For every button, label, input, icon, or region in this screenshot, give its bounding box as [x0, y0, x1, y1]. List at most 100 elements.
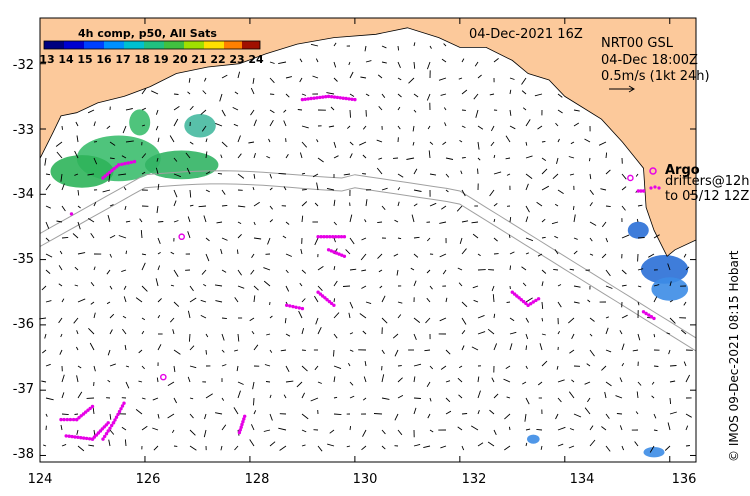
current-vector — [504, 413, 511, 420]
drifter-point — [84, 410, 88, 414]
current-vector — [589, 189, 594, 195]
current-vector — [121, 426, 127, 431]
current-vector — [601, 365, 607, 371]
current-vector — [489, 189, 495, 197]
current-vector — [141, 262, 146, 271]
drifter-point — [65, 417, 70, 422]
current-vector — [269, 187, 273, 191]
current-vector — [557, 379, 565, 383]
current-vector — [506, 301, 511, 303]
current-vector — [349, 153, 353, 159]
current-vector — [173, 157, 178, 162]
current-vector — [61, 374, 65, 383]
current-vector — [221, 424, 227, 431]
current-vector — [569, 268, 575, 271]
current-vector — [493, 313, 496, 319]
current-vector — [237, 173, 245, 179]
current-vector — [284, 317, 287, 324]
current-vector — [429, 141, 434, 145]
current-vector — [317, 327, 322, 335]
current-vector — [155, 167, 159, 175]
current-vector — [299, 152, 303, 159]
current-vector — [118, 173, 127, 176]
current-vector — [445, 410, 452, 415]
product-label: NRT00 GSL — [601, 36, 673, 51]
current-vector — [58, 317, 63, 324]
current-vector — [557, 426, 566, 431]
current-vector — [568, 445, 575, 449]
current-vector — [537, 253, 543, 257]
current-vector — [569, 349, 575, 354]
drifter-point — [73, 435, 77, 439]
current-vector — [301, 298, 306, 303]
current-vector — [186, 167, 191, 175]
current-vector — [365, 301, 372, 305]
current-vector — [187, 216, 191, 223]
current-vector — [173, 118, 179, 127]
current-vector — [310, 397, 319, 402]
current-vector — [249, 439, 255, 447]
current-vector — [234, 445, 239, 451]
current-vector — [362, 154, 367, 159]
drifter-point — [106, 421, 110, 425]
drifter-point — [342, 235, 347, 239]
current-vector — [440, 365, 447, 370]
current-vector — [410, 267, 415, 271]
drifter-point — [347, 97, 351, 101]
current-vector — [187, 310, 191, 319]
current-vector — [298, 310, 303, 319]
current-vector — [233, 407, 239, 415]
current-vector — [573, 301, 580, 304]
current-vector — [459, 140, 463, 143]
drifter-point — [116, 412, 120, 417]
current-vector — [587, 397, 591, 403]
current-vector — [570, 141, 575, 145]
current-vector — [253, 285, 259, 291]
drifter-point — [337, 252, 341, 256]
current-vector — [301, 141, 308, 148]
current-vector — [605, 327, 609, 335]
current-vector — [359, 313, 367, 319]
current-vector — [205, 393, 213, 399]
current-vector — [76, 346, 79, 351]
current-vector — [541, 185, 550, 191]
current-vector — [44, 333, 47, 339]
current-vector — [250, 109, 255, 116]
current-vector — [152, 397, 159, 401]
current-vector — [601, 221, 607, 228]
current-vector — [205, 171, 211, 175]
drifter-point — [315, 96, 319, 100]
current-vector — [568, 391, 575, 399]
sst-patch — [144, 150, 219, 180]
drifter-point — [303, 97, 307, 102]
current-vector — [157, 252, 161, 255]
current-vector — [45, 413, 48, 417]
current-vector — [316, 139, 319, 143]
current-vector — [45, 221, 50, 229]
current-vector — [621, 186, 627, 191]
current-vector — [153, 445, 159, 451]
current-vector — [381, 295, 386, 303]
current-vector — [172, 329, 175, 335]
current-vector — [439, 221, 447, 224]
drifter-point — [335, 95, 340, 100]
current-vector — [413, 109, 417, 113]
current-vector — [394, 349, 399, 357]
current-vector — [361, 237, 367, 241]
current-vector — [426, 297, 431, 303]
current-vector — [493, 218, 496, 223]
current-vector — [189, 204, 194, 207]
current-vector — [109, 313, 115, 319]
current-vector — [233, 123, 239, 127]
current-vector — [539, 343, 543, 351]
sst-patch — [184, 113, 216, 138]
current-vector — [45, 269, 51, 274]
current-vector — [141, 425, 148, 431]
current-vector — [285, 76, 293, 79]
current-vector — [541, 236, 546, 239]
current-vector — [167, 381, 175, 386]
current-vector — [141, 285, 148, 292]
drifter-point — [324, 95, 328, 99]
current-vector — [473, 299, 479, 303]
current-vector — [75, 121, 79, 127]
